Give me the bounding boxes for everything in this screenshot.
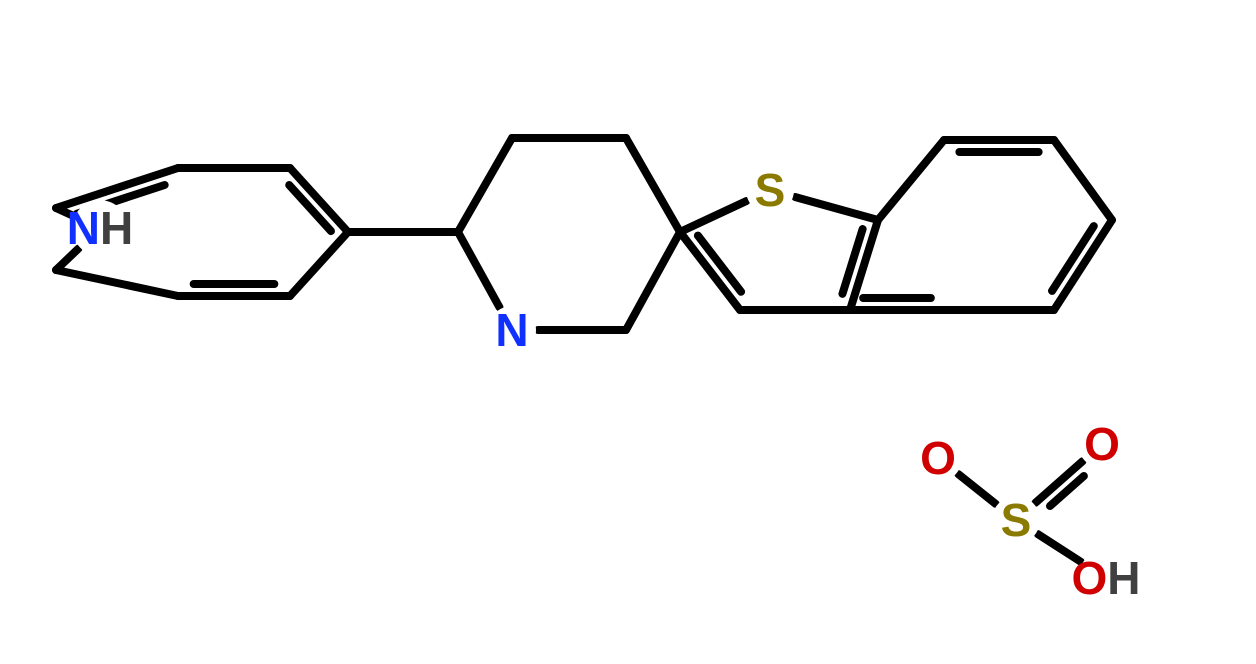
atom-s1: S [755,164,786,216]
bond [626,232,680,330]
atom-o3: OH [1071,552,1140,604]
atom-n1: NH [67,202,133,254]
atom-n2: N [495,304,528,356]
bond [1054,220,1112,310]
bond [626,138,680,232]
bond [680,232,740,310]
atom-o2: O [1084,418,1120,470]
bond [680,201,746,232]
molecule-diagram: NHNSOSOOH [0,0,1256,664]
bond [458,138,512,232]
bond [795,197,878,220]
bond [56,270,178,296]
atom-s2: S [1001,494,1032,546]
atom-o1: O [920,432,956,484]
bond [958,474,995,504]
bond [878,140,944,220]
bond [458,232,499,307]
bond [290,232,348,296]
bond [1054,140,1112,220]
